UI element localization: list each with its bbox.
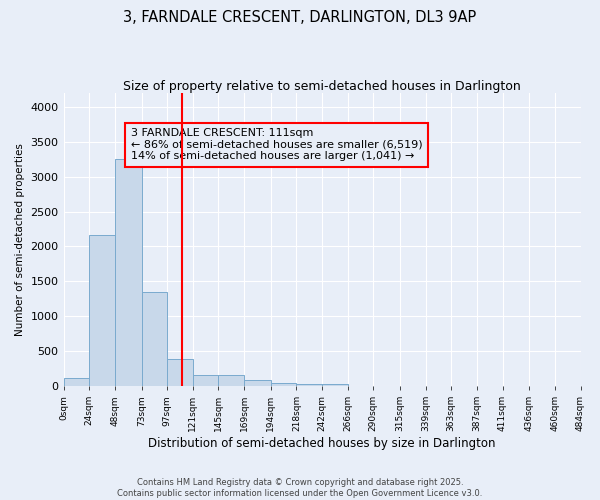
Bar: [115, 160, 142, 386]
Bar: [167, 359, 193, 386]
Bar: [271, 383, 296, 386]
Text: 3, FARNDALE CRESCENT, DARLINGTON, DL3 9AP: 3, FARNDALE CRESCENT, DARLINGTON, DL3 9A…: [124, 10, 476, 25]
Bar: [64, 378, 89, 386]
Bar: [193, 374, 218, 386]
X-axis label: Distribution of semi-detached houses by size in Darlington: Distribution of semi-detached houses by …: [148, 437, 496, 450]
Bar: [296, 384, 322, 386]
Bar: [218, 375, 244, 386]
Y-axis label: Number of semi-detached properties: Number of semi-detached properties: [15, 143, 25, 336]
Bar: [244, 380, 271, 386]
Title: Size of property relative to semi-detached houses in Darlington: Size of property relative to semi-detach…: [123, 80, 521, 93]
Bar: [142, 292, 167, 386]
Text: 3 FARNDALE CRESCENT: 111sqm
← 86% of semi-detached houses are smaller (6,519)
14: 3 FARNDALE CRESCENT: 111sqm ← 86% of sem…: [131, 128, 422, 162]
Bar: [322, 384, 347, 386]
Text: Contains HM Land Registry data © Crown copyright and database right 2025.
Contai: Contains HM Land Registry data © Crown c…: [118, 478, 482, 498]
Bar: [89, 235, 115, 386]
